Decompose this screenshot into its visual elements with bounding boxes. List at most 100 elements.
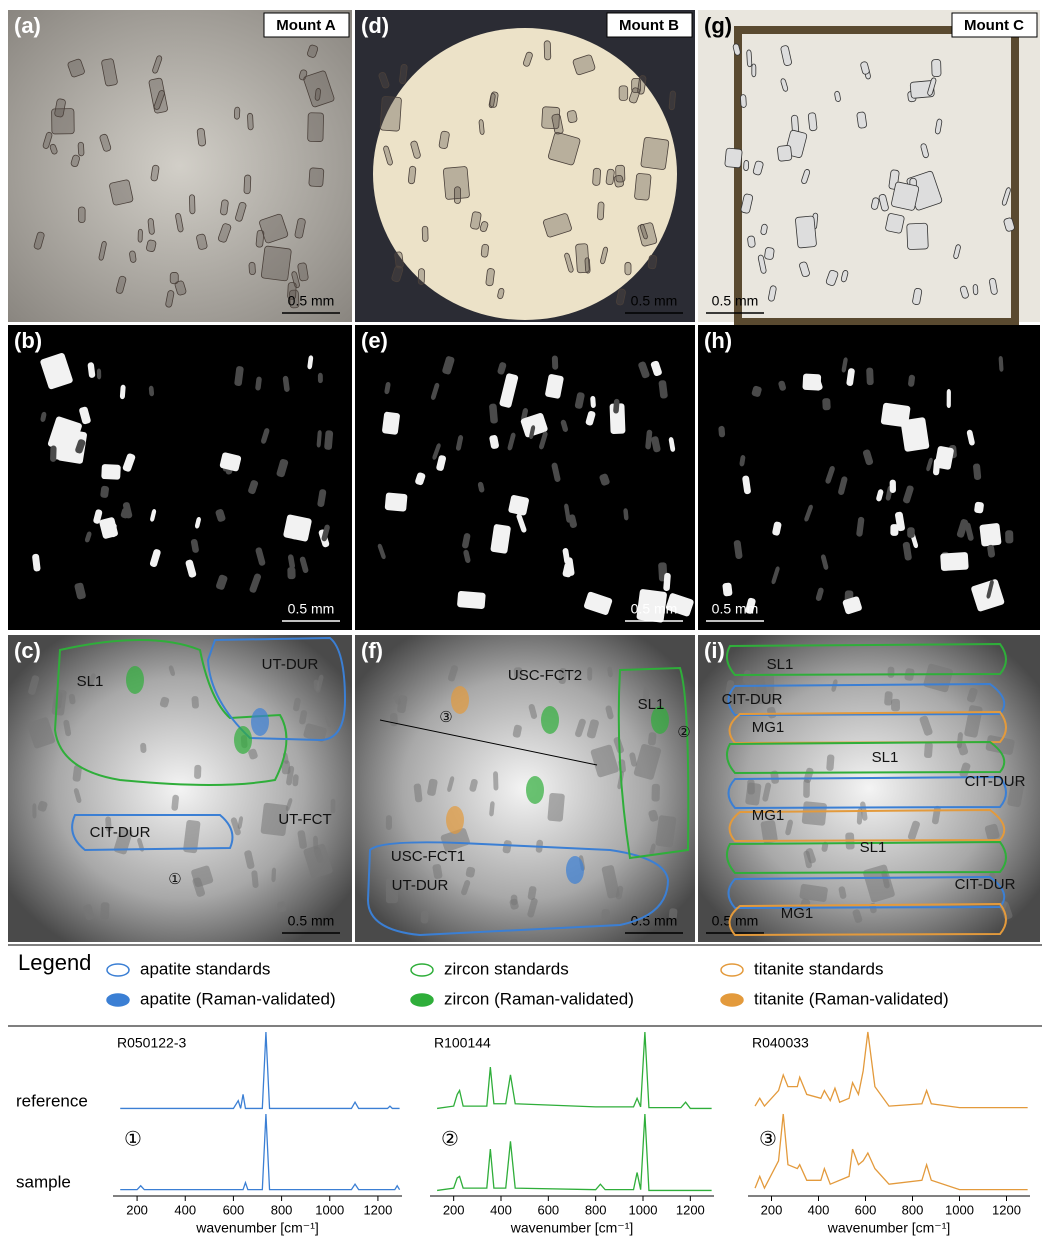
standard-outline: [728, 710, 1007, 745]
x-tick-label: 1000: [629, 1202, 658, 1217]
x-tick-label: 200: [761, 1202, 783, 1217]
spectrum-id: R040033: [752, 1035, 809, 1051]
grain: [840, 270, 849, 283]
grain: [385, 815, 392, 830]
grain: [527, 886, 537, 900]
grain: [665, 593, 694, 617]
scale-bar-label: 0.5 mm: [712, 601, 759, 617]
grain: [248, 748, 258, 760]
grain: [499, 373, 519, 408]
grain: [147, 218, 155, 235]
grain: [1003, 217, 1015, 232]
validated-grain: [451, 686, 469, 714]
grain: [489, 403, 498, 424]
x-tick-label: 800: [271, 1202, 293, 1217]
x-tick-label: 200: [126, 1202, 148, 1217]
panel-letter: (c): [14, 638, 41, 663]
grain: [87, 362, 96, 378]
grain: [866, 367, 874, 386]
standard-outline: [727, 875, 1006, 910]
grain: [760, 223, 768, 236]
grain: [1007, 781, 1025, 808]
grain: [470, 211, 482, 230]
grain: [655, 815, 677, 848]
grain: [317, 489, 327, 507]
grain: [637, 75, 647, 95]
grain: [75, 439, 86, 454]
x-tick-label: 400: [808, 1202, 830, 1217]
grain: [780, 78, 789, 92]
scale-bar-label: 0.5 mm: [631, 293, 678, 309]
grain: [40, 352, 73, 390]
grain: [40, 411, 47, 422]
grain: [856, 516, 865, 537]
mount-frame: [734, 26, 1019, 326]
validated-grain: [526, 776, 544, 804]
spectrum-marker: ③: [759, 1128, 777, 1150]
standard-outline: [617, 666, 690, 860]
grain: [974, 501, 984, 514]
grain: [465, 866, 476, 878]
grain: [175, 212, 184, 233]
grain: [63, 719, 72, 737]
grain: [795, 215, 817, 249]
grain: [927, 77, 937, 96]
grain: [739, 455, 746, 467]
grain: [663, 572, 671, 592]
grain: [587, 667, 593, 681]
validated-grain: [566, 856, 584, 884]
grain: [513, 667, 523, 679]
grain: [520, 413, 548, 438]
grain: [73, 788, 82, 803]
grain: [324, 715, 332, 728]
x-tick-label: 200: [443, 1202, 465, 1217]
panel-letter: (g): [704, 13, 732, 38]
divider: [379, 719, 598, 766]
grain: [420, 910, 429, 924]
annotation: UT-DUR: [392, 877, 449, 894]
grain: [382, 411, 400, 435]
grain: [651, 436, 661, 453]
grain: [169, 272, 179, 285]
grain: [647, 732, 657, 746]
grain: [115, 275, 127, 294]
grain: [856, 808, 863, 825]
grain: [384, 492, 408, 512]
grain: [931, 59, 942, 77]
grain: [634, 173, 652, 201]
grain: [168, 665, 176, 676]
grain: [586, 719, 599, 739]
mount-label-box: [263, 12, 350, 38]
grain: [159, 696, 170, 708]
mount-label-box: [606, 12, 693, 38]
grain: [32, 803, 37, 819]
grain: [543, 40, 552, 61]
mount-label: Mount C: [964, 17, 1024, 34]
mount-body: [373, 28, 677, 320]
grain: [271, 867, 277, 883]
x-tick-label: 1000: [315, 1202, 344, 1217]
grain: [67, 58, 85, 78]
grain: [811, 374, 823, 391]
grain: [430, 382, 440, 400]
legend-label: apatite standards: [140, 959, 270, 978]
grain: [912, 288, 923, 306]
grain: [237, 816, 244, 830]
legend-swatch: [106, 963, 130, 977]
grain: [743, 160, 750, 172]
grain: [220, 199, 229, 216]
grain: [846, 368, 855, 386]
panel-image: [8, 10, 352, 322]
grain: [629, 752, 637, 767]
grain: [542, 213, 572, 238]
grain: [383, 145, 393, 166]
grain: [137, 228, 143, 243]
grain: [890, 524, 899, 536]
grain: [192, 877, 206, 897]
annotation: MG1: [752, 807, 785, 824]
grain: [432, 443, 441, 460]
grain: [234, 366, 244, 386]
panel-letter: (h): [704, 328, 732, 353]
x-axis-label: wavenumber [cm⁻¹]: [195, 1220, 319, 1236]
panel-letter: (i): [704, 638, 725, 663]
